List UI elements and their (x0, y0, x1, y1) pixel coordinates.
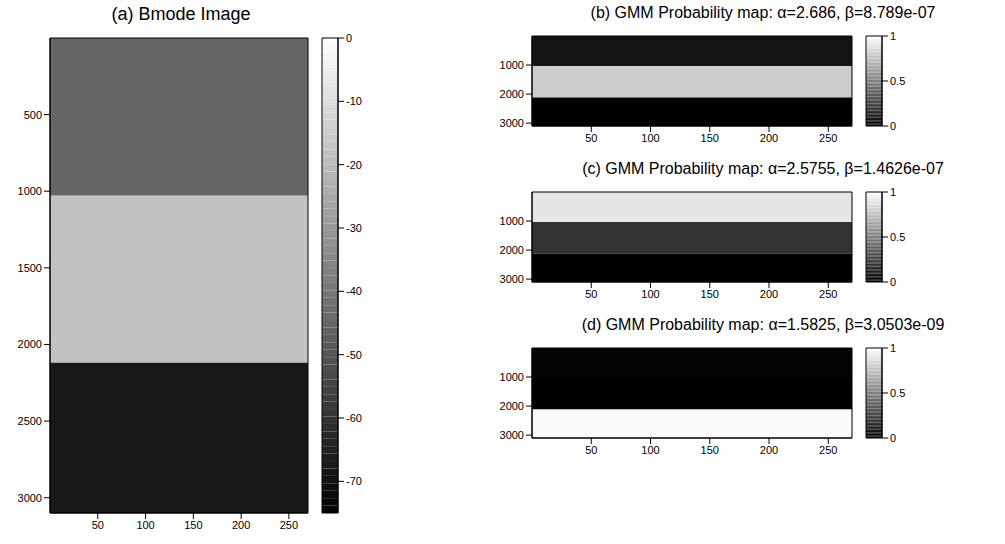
svg-text:0.5: 0.5 (890, 231, 905, 243)
svg-text:1: 1 (890, 30, 896, 42)
svg-text:-50: -50 (346, 349, 362, 361)
svg-text:0.5: 0.5 (890, 387, 905, 399)
html-text:(c) GMM Probability map: α=2.5: (c) GMM Probability map: α=2.5755, β=1.4… (582, 160, 944, 177)
svg-text:0: 0 (890, 120, 896, 132)
html-text:(a) Bmode Image: (a) Bmode Image (111, 4, 251, 24)
svg-text:200: 200 (760, 288, 778, 300)
svg-text:3000: 3000 (500, 273, 524, 285)
svg-text:150: 150 (184, 519, 202, 531)
svg-text:250: 250 (819, 288, 837, 300)
svg-text:1000: 1000 (500, 59, 524, 71)
svg-text:2000: 2000 (500, 88, 524, 100)
svg-text:200: 200 (232, 519, 250, 531)
svg-text:0: 0 (890, 276, 896, 288)
svg-text:2000: 2000 (500, 244, 524, 256)
svg-text:-70: -70 (346, 475, 362, 487)
svg-text:0: 0 (346, 32, 352, 44)
svg-text:-30: -30 (346, 222, 362, 234)
svg-text:250: 250 (819, 132, 837, 144)
svg-text:0.5: 0.5 (890, 75, 905, 87)
svg-text:200: 200 (760, 444, 778, 456)
svg-text:500: 500 (24, 109, 42, 121)
svg-text:50: 50 (585, 444, 597, 456)
svg-text:3000: 3000 (500, 117, 524, 129)
svg-text:1500: 1500 (18, 262, 42, 274)
svg-text:0: 0 (890, 432, 896, 444)
svg-text:50: 50 (92, 519, 104, 531)
svg-text:-10: -10 (346, 95, 362, 107)
svg-text:1000: 1000 (500, 371, 524, 383)
svg-text:-60: -60 (346, 412, 362, 424)
svg-text:250: 250 (280, 519, 298, 531)
svg-text:50: 50 (585, 288, 597, 300)
svg-text:200: 200 (760, 132, 778, 144)
svg-text:3000: 3000 (18, 492, 42, 504)
svg-text:150: 150 (701, 132, 719, 144)
svg-text:1: 1 (890, 186, 896, 198)
html-text:(d) GMM Probability map: α=1.5: (d) GMM Probability map: α=1.5825, β=3.0… (581, 316, 945, 333)
svg-text:100: 100 (641, 288, 659, 300)
svg-text:150: 150 (701, 288, 719, 300)
html-text:(b) GMM Probability map: α=2.6: (b) GMM Probability map: α=2.686, β=8.78… (590, 4, 936, 21)
svg-text:2000: 2000 (18, 338, 42, 350)
svg-text:1000: 1000 (500, 215, 524, 227)
svg-text:3000: 3000 (500, 429, 524, 441)
svg-text:50: 50 (585, 132, 597, 144)
svg-text:1: 1 (890, 342, 896, 354)
svg-text:-20: -20 (346, 159, 362, 171)
svg-text:250: 250 (819, 444, 837, 456)
svg-text:2500: 2500 (18, 415, 42, 427)
svg-text:100: 100 (641, 132, 659, 144)
svg-text:1000: 1000 (18, 185, 42, 197)
svg-text:100: 100 (136, 519, 154, 531)
svg-text:2000: 2000 (500, 400, 524, 412)
svg-text:150: 150 (701, 444, 719, 456)
svg-text:100: 100 (641, 444, 659, 456)
svg-text:-40: -40 (346, 285, 362, 297)
